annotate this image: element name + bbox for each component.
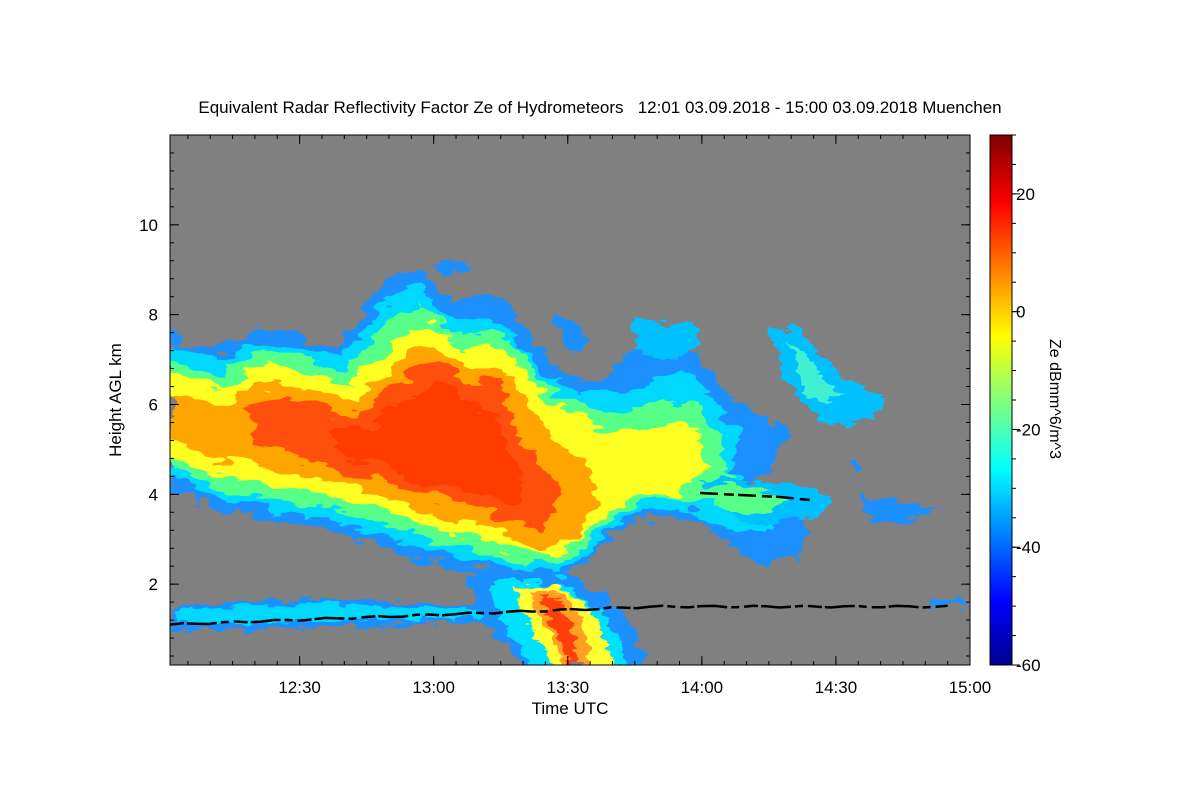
x-tick-label: 13:30 — [546, 678, 589, 697]
x-axis-label: Time UTC — [531, 699, 609, 718]
chart-title: Equivalent Radar Reflectivity Factor Ze … — [198, 98, 1002, 117]
x-tick-label: 15:00 — [949, 678, 992, 697]
reflectivity-field — [170, 260, 968, 665]
y-axis: 2 4 6 8 10 — [139, 152, 970, 657]
y-tick-label: 4 — [149, 485, 158, 504]
colorbar-tick-label: -60 — [1016, 656, 1041, 675]
y-tick-label: 10 — [139, 216, 158, 235]
colorbar-ticks: 20 0 -20 -40 -60 — [1012, 134, 1041, 675]
x-axis: 12:30 13:00 13:30 14:00 14:30 15:00 — [187, 135, 992, 697]
precipitation-shaft — [465, 570, 645, 665]
main-cloud — [170, 268, 810, 585]
upper-fragments — [430, 260, 940, 525]
plot-frame — [169, 134, 971, 666]
x-tick-label: 14:30 — [815, 678, 858, 697]
y-tick-label: 6 — [149, 395, 158, 414]
colorbar-tick-label: -40 — [1016, 538, 1041, 557]
boundary-layer-line — [170, 604, 948, 626]
x-tick-label: 13:00 — [412, 678, 455, 697]
y-tick-label: 8 — [149, 306, 158, 325]
colorbar-tick-label: 0 — [1016, 303, 1025, 322]
x-tick-label: 12:30 — [278, 678, 321, 697]
colorbar-tick-label: 20 — [1016, 185, 1035, 204]
eastern-cells — [700, 478, 835, 525]
x-tick-label: 14:00 — [681, 678, 724, 697]
y-tick-label: 2 — [149, 575, 158, 594]
colorbar-tick-label: -20 — [1016, 420, 1041, 439]
colorbar — [989, 134, 1013, 666]
